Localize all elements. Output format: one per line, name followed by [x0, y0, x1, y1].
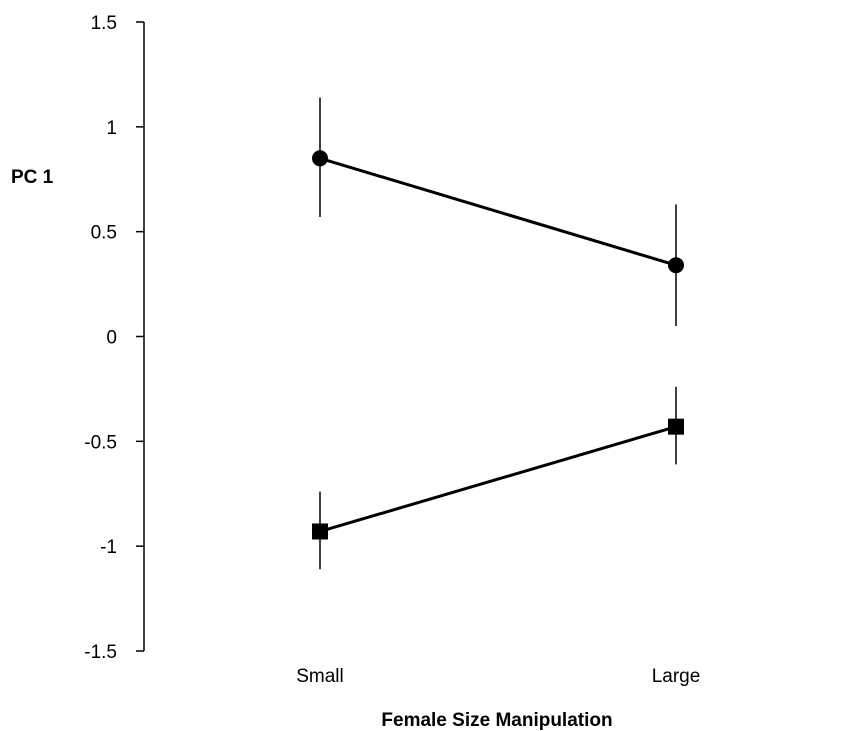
y-tick-label: 1	[106, 118, 117, 139]
y-ticks: -1.5 -1 -0.5 0 0.5 1 1.5	[84, 13, 144, 663]
x-axis-title: Female Size Manipulation	[381, 710, 612, 731]
y-tick-label: -0.5	[84, 432, 117, 453]
data-point-circle	[668, 257, 684, 274]
y-tick-label: 1.5	[91, 13, 117, 34]
y-tick-label: -1.5	[84, 642, 117, 663]
series-line-2	[319, 425, 677, 533]
data-point-square	[312, 523, 328, 540]
error-bars	[319, 97, 677, 570]
x-tick-label: Large	[652, 666, 701, 687]
x-tick-label: Small	[296, 666, 344, 687]
x-ticks: Small Large	[296, 666, 700, 687]
series-lines	[319, 156, 677, 533]
series-markers	[312, 150, 684, 540]
y-tick-label: 0.5	[91, 223, 117, 244]
series-line-1	[319, 156, 677, 267]
y-axis-title: PC 1	[11, 167, 54, 188]
data-point-circle	[312, 150, 328, 167]
y-tick-label: 0	[106, 328, 117, 349]
data-point-square	[668, 418, 684, 435]
y-tick-label: -1	[100, 537, 117, 558]
